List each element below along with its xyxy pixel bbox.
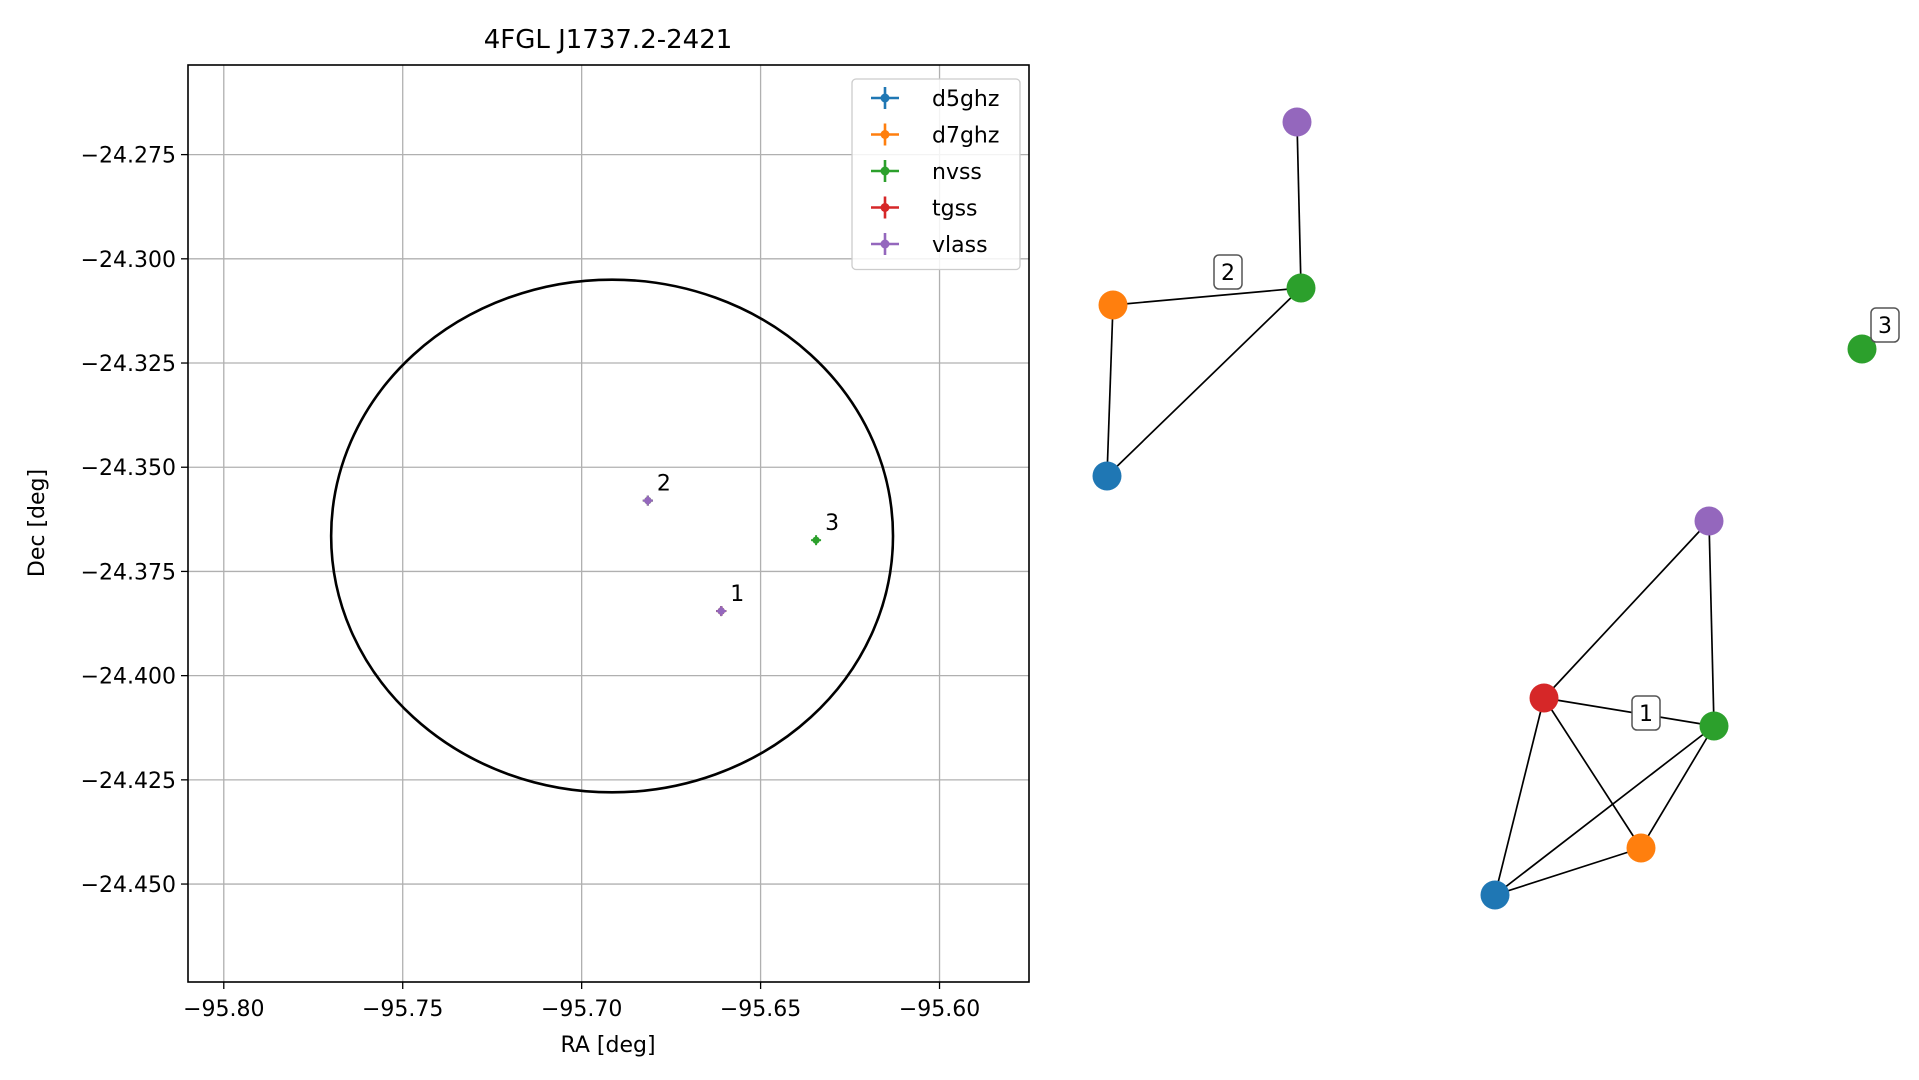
point-annotation: 3: [825, 511, 839, 536]
network-group-label: 1: [1639, 702, 1653, 727]
network-node-nvss: [1699, 711, 1729, 741]
x-tick-label: −95.75: [362, 997, 443, 1022]
ellipse-layer: [329, 278, 895, 794]
y-tick-label: −24.400: [81, 665, 176, 690]
x-axis-ticks: −95.80 −95.75 −95.70 −95.65 −95.60: [183, 982, 980, 1022]
localization-ellipse: [329, 278, 895, 794]
chart-title: 4FGL J1737.2-2421: [484, 25, 733, 55]
point-annotation: 1: [730, 582, 744, 607]
legend-label: nvss: [932, 160, 982, 185]
network-node-tgss: [1529, 683, 1559, 713]
network-node-d5ghz: [1092, 461, 1122, 491]
network-node-d5ghz: [1480, 880, 1510, 910]
network-edge: [1543, 697, 1715, 727]
data-point-nvss: [811, 535, 822, 546]
network-edge: [1543, 697, 1642, 849]
legend-item-d7ghz: d7ghz: [871, 123, 999, 149]
network-edge: [1112, 287, 1302, 306]
x-tick-label: −95.60: [899, 997, 980, 1022]
x-axis-label: RA [deg]: [560, 1033, 655, 1058]
network-panel: 1 2 3: [1092, 107, 1900, 910]
legend: d5ghz d7ghz nvss tgss vlass: [851, 78, 1021, 271]
network-edge: [1543, 520, 1710, 699]
legend-label: tgss: [932, 197, 978, 222]
network-node-d7ghz: [1626, 833, 1656, 863]
annotations-layer: 1 2 3: [657, 472, 839, 607]
network-edge: [1494, 847, 1642, 896]
network-group-label-box: [1631, 695, 1661, 731]
network-node-nvss: [1286, 273, 1316, 303]
legend-box: [851, 78, 1021, 271]
x-tick-label: −95.65: [720, 997, 801, 1022]
y-axis-label: Dec [deg]: [25, 469, 50, 577]
legend-label: vlass: [932, 233, 988, 258]
data-point-vlass: [642, 495, 653, 506]
points-layer: [642, 495, 822, 617]
network-node-vlass: [1694, 506, 1724, 536]
legend-label: d5ghz: [932, 87, 999, 112]
network-group-label: 3: [1878, 314, 1892, 339]
y-tick-label: −24.375: [81, 560, 176, 585]
network-node-nvss: [1847, 334, 1877, 364]
network-edge: [1494, 697, 1545, 896]
network-edge: [1106, 287, 1302, 477]
y-axis-ticks: −24.275 −24.300 −24.325 −24.350 −24.375 −24.4…: [81, 144, 188, 898]
network-edge: [1494, 725, 1715, 896]
y-tick-label: −24.325: [81, 352, 176, 377]
legend-label: d7ghz: [932, 124, 999, 149]
x-tick-label: −95.80: [183, 997, 264, 1022]
network-group: 3: [1847, 307, 1900, 364]
point-annotation: 2: [657, 472, 671, 497]
y-tick-label: −24.275: [81, 144, 176, 169]
y-tick-label: −24.425: [81, 769, 176, 794]
data-point-vlass: [716, 606, 727, 617]
legend-item-d5ghz: d5ghz: [871, 87, 999, 112]
network-edge: [1106, 304, 1114, 477]
y-tick-label: −24.300: [81, 248, 176, 273]
network-group-label: 2: [1221, 261, 1235, 286]
network-edge: [1296, 121, 1302, 289]
network-group-label-box: [1870, 307, 1900, 343]
legend-item-nvss: nvss: [871, 160, 982, 185]
network-group-label-box: [1213, 254, 1243, 290]
network-node-d7ghz: [1098, 290, 1128, 320]
x-tick-label: −95.70: [541, 997, 622, 1022]
legend-item-vlass: vlass: [871, 233, 988, 258]
scatter-panel: 4FGL J1737.2-2421 1 2 3 −95.80 −95.75 −95.70…: [25, 25, 1030, 1058]
plot-frame: [187, 64, 1030, 983]
network-group: 2: [1092, 107, 1316, 491]
network-edge: [1640, 725, 1715, 849]
y-tick-label: −24.350: [81, 456, 176, 481]
legend-item-tgss: tgss: [871, 196, 978, 222]
network-node-vlass: [1282, 107, 1312, 137]
network-edge: [1708, 520, 1715, 727]
y-tick-label: −24.450: [81, 873, 176, 898]
network-group: 1: [1480, 506, 1729, 910]
